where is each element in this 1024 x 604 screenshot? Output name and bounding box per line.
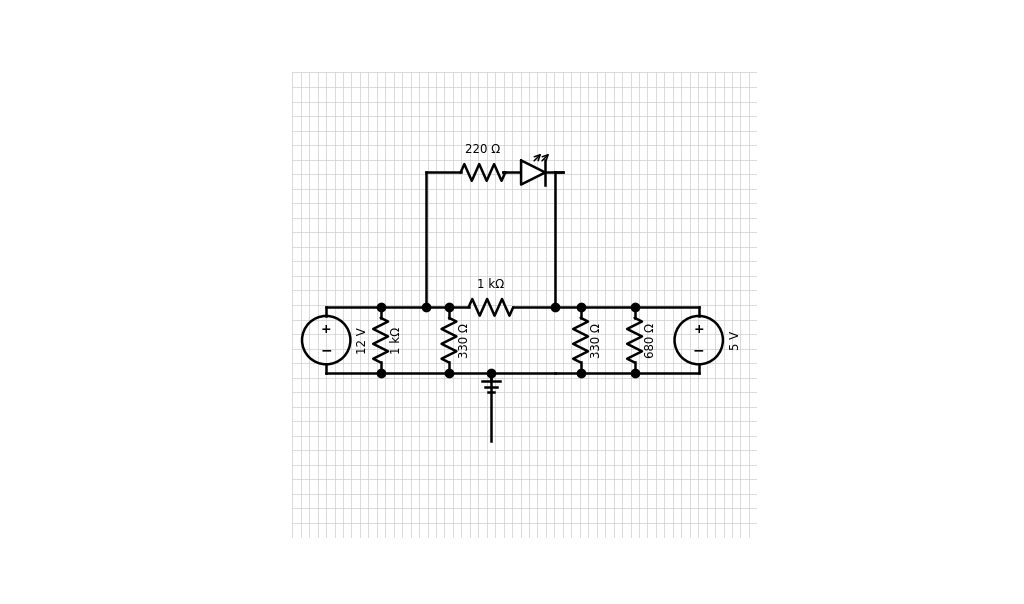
Text: 12 V: 12 V <box>356 327 369 353</box>
Text: 220 Ω: 220 Ω <box>465 143 501 156</box>
Text: +: + <box>321 324 332 336</box>
Text: +: + <box>693 324 705 336</box>
Text: −: − <box>693 343 705 358</box>
Text: 330 Ω: 330 Ω <box>459 323 471 358</box>
Text: 680 Ω: 680 Ω <box>644 323 656 358</box>
Text: −: − <box>321 343 332 358</box>
Polygon shape <box>521 161 545 185</box>
Text: 1 kΩ: 1 kΩ <box>477 278 505 291</box>
Text: 5 V: 5 V <box>728 330 741 350</box>
Text: 330 Ω: 330 Ω <box>590 323 603 358</box>
Text: 1 kΩ: 1 kΩ <box>390 327 402 354</box>
